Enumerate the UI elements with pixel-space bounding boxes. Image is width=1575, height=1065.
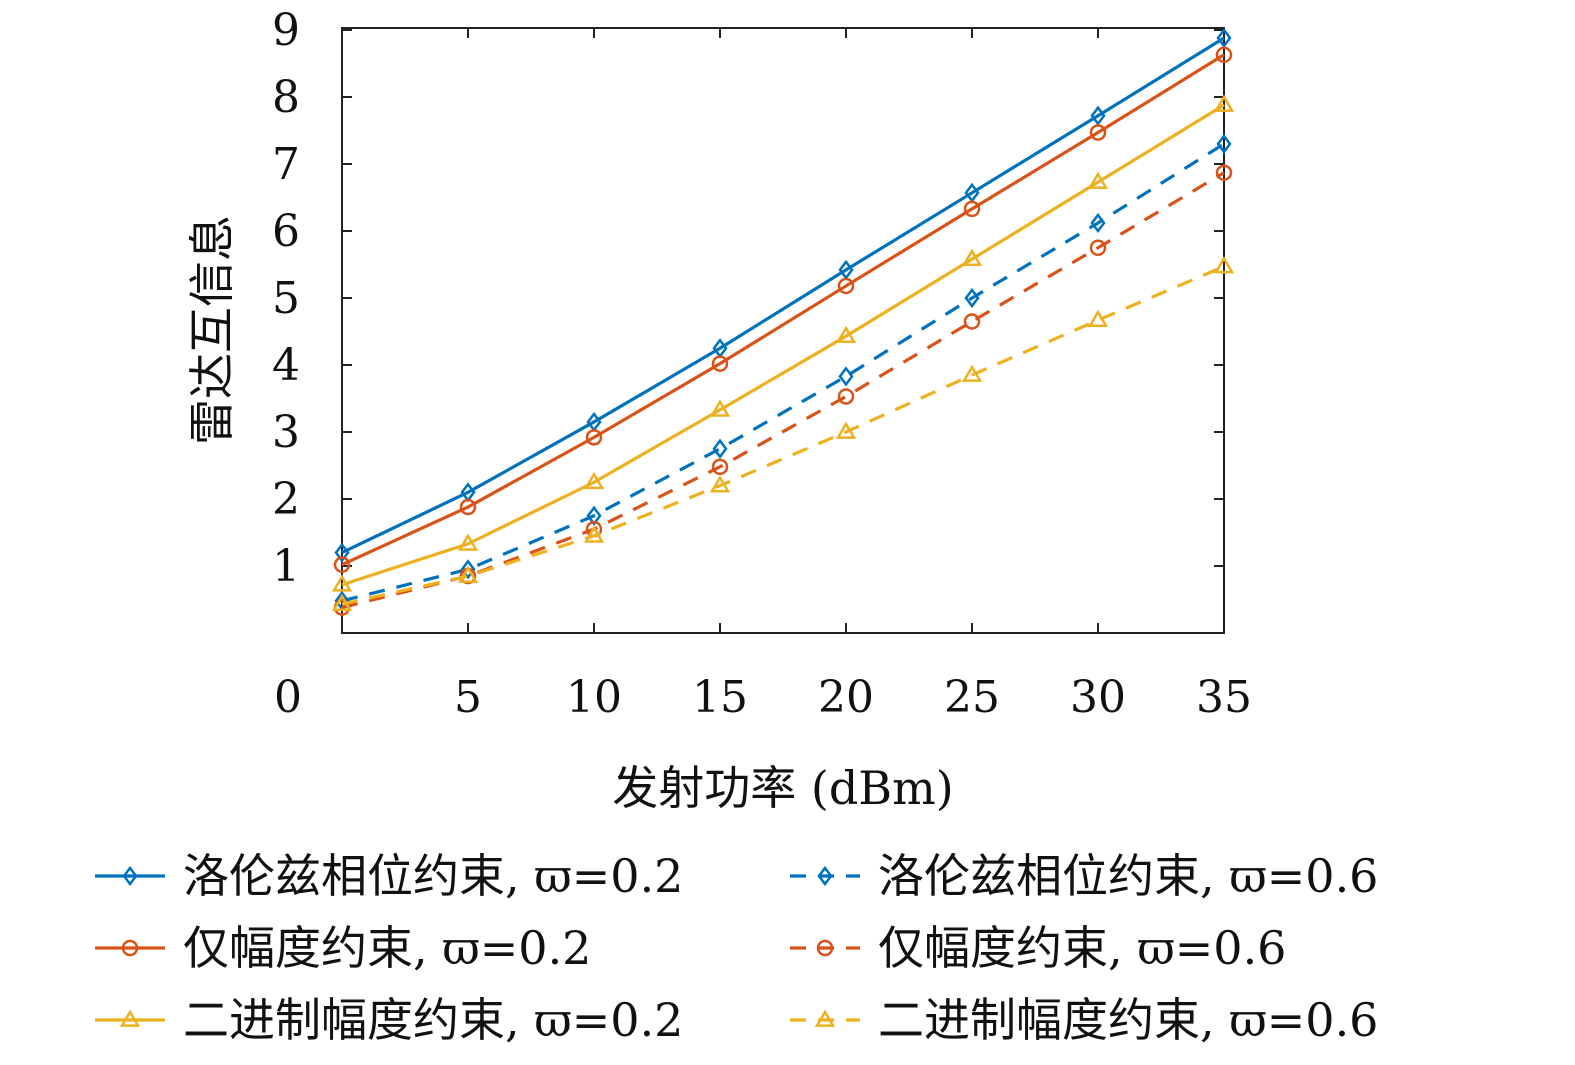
data-point-diamond-marker (1090, 105, 1106, 126)
y-tick-label: 6 (272, 206, 300, 257)
legend-triangle-marker (119, 1009, 141, 1027)
data-point-triangle-marker (583, 471, 605, 490)
data-point-triangle-marker (709, 399, 731, 417)
data-point-triangle-marker (1213, 256, 1235, 274)
legend-item: 洛伦兹相位约束, ϖ=0.2 (95, 849, 683, 903)
data-point-triangle-marker (1087, 171, 1109, 189)
legend: 洛伦兹相位约束, ϖ=0.2 洛伦兹相位约束, ϖ=0.6 仅幅度约束, ϖ=0.2… (95, 849, 1378, 1047)
x-tick-label: 20 (818, 672, 874, 723)
data-point-circle-marker (837, 277, 855, 295)
series-line (341, 53, 1225, 567)
legend-label: 洛伦兹相位约束, ϖ=0.6 (878, 849, 1378, 903)
legend-item: 仅幅度约束, ϖ=0.2 (95, 921, 591, 975)
data-point-triangle-marker (457, 533, 479, 551)
legend-item: 洛伦兹相位约束, ϖ=0.6 (790, 849, 1378, 903)
data-point-diamond-marker (964, 287, 980, 309)
series-5 (331, 256, 1235, 612)
series-3 (333, 164, 1233, 616)
y-tick-label: 1 (272, 541, 300, 592)
data-point-triangle-marker (331, 593, 353, 612)
data-point-triangle-marker (835, 421, 857, 439)
x-tick-label: 25 (944, 672, 1000, 723)
y-tick-label: 4 (272, 340, 300, 391)
y-tick-label: 2 (272, 474, 300, 525)
y-tick-label: 3 (272, 407, 300, 458)
data-point-diamond-marker (1090, 212, 1106, 234)
data-point-triangle-marker (835, 325, 857, 344)
data-point-circle-marker (1215, 164, 1233, 181)
data-point-circle-marker (1089, 239, 1107, 256)
data-point-circle-marker (711, 458, 729, 476)
data-point-diamond-marker (712, 438, 728, 459)
series-2 (333, 46, 1233, 573)
series-line (341, 36, 1225, 555)
series-layer (331, 27, 1235, 616)
legend-diamond-marker (817, 865, 833, 887)
data-point-diamond-marker (334, 542, 350, 563)
data-point-circle-marker (963, 200, 981, 218)
series-4 (331, 94, 1235, 592)
x-tick-label: 10 (566, 672, 622, 723)
y-tick-label: 5 (272, 273, 300, 324)
data-point-diamond-marker (838, 366, 854, 387)
axes: 1 2 3 4 5 6 7 8 9 0 5 10 15 20 25 30 35 (272, 5, 1252, 723)
data-point-circle-marker (333, 556, 351, 573)
data-point-circle-marker (585, 429, 603, 446)
series-line (341, 142, 1225, 603)
data-point-triangle-marker (961, 364, 983, 382)
series-0 (334, 27, 1232, 563)
legend-diamond-marker (122, 865, 138, 887)
y-tick-label: 8 (272, 72, 300, 123)
legend-item: 仅幅度约束, ϖ=0.6 (790, 921, 1286, 975)
plot-area (341, 27, 1225, 634)
data-point-diamond-marker (586, 505, 602, 526)
data-point-diamond-marker (1216, 27, 1232, 49)
data-point-triangle-marker (583, 525, 605, 543)
data-point-triangle-marker (709, 475, 731, 493)
legend-item: 二进制幅度约束, ϖ=0.2 (95, 993, 683, 1047)
series-line (341, 265, 1225, 606)
y-tick-label: 9 (272, 5, 300, 56)
legend-label: 仅幅度约束, ϖ=0.6 (878, 921, 1286, 975)
data-point-circle-marker (963, 313, 981, 330)
legend-label: 二进制幅度约束, ϖ=0.2 (183, 993, 683, 1047)
plot-frame (341, 27, 1225, 634)
legend-label: 仅幅度约束, ϖ=0.2 (183, 921, 591, 975)
x-tick-label: 15 (692, 672, 748, 723)
data-point-triangle-marker (457, 565, 479, 583)
x-tick-label: 5 (454, 672, 482, 723)
y-tick-label: 7 (272, 139, 300, 190)
data-point-circle-marker (459, 498, 477, 516)
data-point-diamond-marker (460, 559, 476, 580)
data-point-triangle-marker (1213, 94, 1235, 112)
x-tick-label: 0 (274, 672, 302, 723)
data-point-circle-marker (837, 388, 855, 405)
data-point-circle-marker (1089, 124, 1107, 141)
legend-label: 二进制幅度约束, ϖ=0.6 (878, 993, 1378, 1047)
legend-circle-marker (121, 939, 139, 957)
data-point-diamond-marker (1216, 133, 1232, 154)
legend-item: 二进制幅度约束, ϖ=0.6 (790, 993, 1378, 1047)
x-tick-label: 30 (1070, 672, 1126, 723)
y-axis-title: 雷达互信息 (185, 215, 239, 445)
x-tick-label: 35 (1196, 672, 1252, 723)
data-point-circle-marker (1215, 46, 1233, 64)
legend-label: 洛伦兹相位约束, ϖ=0.2 (183, 849, 683, 903)
data-point-triangle-marker (1087, 309, 1109, 327)
data-point-circle-marker (711, 355, 729, 372)
series-line (341, 103, 1225, 587)
legend-triangle-marker (814, 1009, 836, 1027)
data-point-triangle-marker (331, 574, 353, 592)
legend-circle-marker (816, 939, 834, 957)
data-point-triangle-marker (961, 248, 983, 266)
x-axis-title: 发射功率 (dBm) (612, 761, 953, 815)
